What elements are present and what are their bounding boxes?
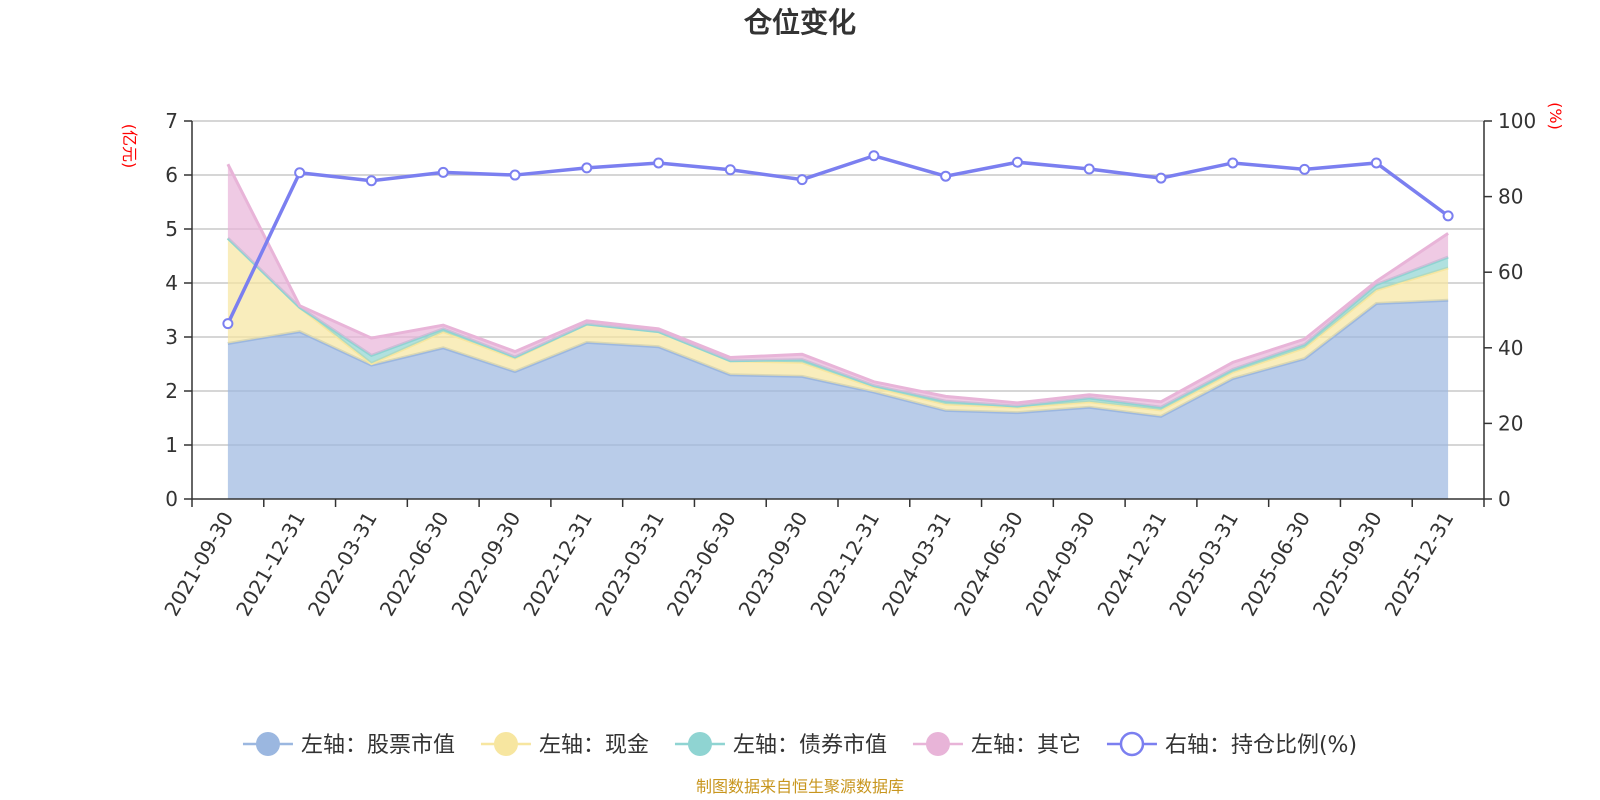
legend-item: 左轴：债券市值 bbox=[674, 732, 887, 758]
legend-circle-icon bbox=[493, 732, 518, 756]
x-tick-label: 2023-06-30 bbox=[662, 508, 741, 621]
ratio-point bbox=[294, 167, 306, 179]
x-tick-label: 2024-12-31 bbox=[1092, 508, 1171, 621]
legend-item: 左轴：其它 bbox=[912, 732, 1081, 758]
ratio-line bbox=[226, 153, 1450, 325]
ratio-point bbox=[1155, 172, 1167, 184]
legend-circle-icon bbox=[925, 732, 950, 756]
x-tick-label: 2024-09-30 bbox=[1021, 508, 1100, 621]
ratio-point bbox=[1083, 163, 1095, 175]
legend: 左轴：股票市值 左轴：现金 左轴：债券市值 左轴：其它 右轴：持仓比例(%) bbox=[242, 731, 1357, 758]
legend-item: 左轴：现金 bbox=[480, 732, 649, 758]
legend-label: 左轴：现金 bbox=[539, 733, 649, 758]
x-tick-label: 2021-12-31 bbox=[231, 508, 310, 621]
ratio-point bbox=[653, 157, 665, 169]
right-tick-label: 60 bbox=[1498, 260, 1523, 284]
ratio-point bbox=[1442, 210, 1454, 222]
left-tick-label: 1 bbox=[165, 433, 178, 457]
right-tick-label: 100 bbox=[1498, 109, 1536, 133]
x-tick-label: 2023-09-30 bbox=[734, 508, 813, 621]
legend-hollow-circle-icon bbox=[1119, 731, 1145, 757]
legend-label: 左轴：其它 bbox=[971, 733, 1081, 758]
chart-title: 仓位变化 bbox=[744, 6, 856, 39]
x-tick-label: 2021-09-30 bbox=[159, 508, 238, 621]
ratio-point bbox=[1227, 157, 1239, 169]
ratio-point bbox=[365, 175, 377, 187]
x-tick-label: 2024-06-30 bbox=[949, 508, 1028, 621]
right-tick-label: 20 bbox=[1498, 411, 1523, 435]
left-tick-label: 0 bbox=[165, 487, 178, 511]
left-axis-unit: (亿元) bbox=[120, 124, 139, 169]
x-tick-label: 2025-12-31 bbox=[1380, 508, 1459, 621]
area-左轴：其它 bbox=[227, 164, 1449, 408]
area-edge-左轴：其它 bbox=[226, 163, 1449, 405]
left-tick-label: 4 bbox=[165, 271, 178, 295]
left-tick-label: 2 bbox=[165, 379, 178, 403]
x-tick-label: 2022-09-30 bbox=[446, 508, 525, 621]
area-左轴：股票市值 bbox=[227, 300, 1449, 499]
ratio-point bbox=[1370, 157, 1382, 169]
legend-label: 右轴：持仓比例(%) bbox=[1165, 733, 1357, 758]
ratio-point bbox=[437, 166, 449, 178]
ratio-point bbox=[1299, 163, 1311, 175]
ratio-point bbox=[509, 169, 521, 181]
x-tick-label: 2022-12-31 bbox=[518, 508, 597, 621]
x-tick-label: 2023-12-31 bbox=[805, 508, 884, 621]
x-tick-label: 2025-06-30 bbox=[1236, 508, 1315, 621]
ratio-point bbox=[868, 150, 880, 162]
left-tick-label: 6 bbox=[165, 163, 178, 187]
x-tick-label: 2025-09-30 bbox=[1308, 508, 1387, 621]
legend-label: 左轴：股票市值 bbox=[301, 733, 455, 758]
ratio-point bbox=[724, 164, 736, 176]
x-tick-label: 2024-03-31 bbox=[877, 508, 956, 621]
ratio-point bbox=[581, 162, 593, 174]
x-tick-label: 2025-03-31 bbox=[1164, 508, 1243, 621]
left-tick-label: 7 bbox=[165, 109, 178, 133]
right-tick-label: 40 bbox=[1498, 336, 1523, 360]
ratio-point bbox=[940, 170, 952, 182]
legend-circle-icon bbox=[255, 732, 280, 756]
stacked-areas bbox=[226, 163, 1449, 499]
ratio-point bbox=[222, 318, 234, 330]
legend-item: 右轴：持仓比例(%) bbox=[1106, 731, 1357, 758]
left-tick-label: 3 bbox=[165, 325, 178, 349]
right-tick-label: 0 bbox=[1498, 487, 1511, 511]
x-tick-label: 2023-03-31 bbox=[590, 508, 669, 621]
legend-circle-icon bbox=[687, 732, 712, 756]
right-axis-unit: (%) bbox=[1546, 102, 1565, 130]
left-tick-label: 5 bbox=[165, 217, 178, 241]
ratio-point bbox=[796, 174, 808, 186]
area-左轴：现金 bbox=[227, 238, 1449, 417]
legend-item: 左轴：股票市值 bbox=[242, 732, 455, 758]
x-tick-label: 2022-03-31 bbox=[303, 508, 382, 621]
x-tick-label: 2022-06-30 bbox=[375, 508, 454, 621]
ratio-line-layer bbox=[222, 150, 1454, 330]
ratio-point bbox=[1011, 156, 1023, 168]
data-source-note: 制图数据来自恒生聚源数据库 bbox=[696, 777, 904, 796]
legend-label: 左轴：债券市值 bbox=[733, 733, 887, 758]
right-tick-label: 80 bbox=[1498, 185, 1523, 209]
